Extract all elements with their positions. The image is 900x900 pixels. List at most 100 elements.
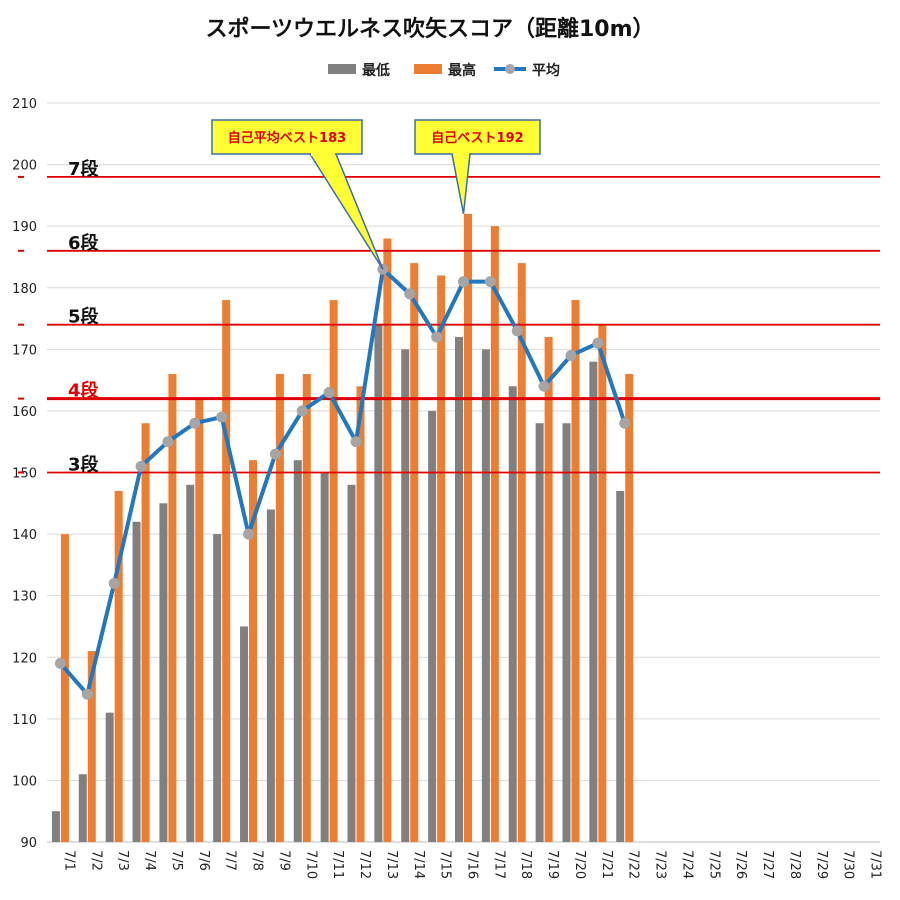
average-point — [431, 331, 443, 343]
bar-max — [356, 386, 365, 842]
dan-label: 4段 — [68, 380, 100, 402]
callout-box — [211, 119, 363, 155]
y-tick-label: 150 — [12, 467, 37, 482]
legend: 最低 最高 平均 — [328, 62, 560, 79]
average-point — [511, 325, 523, 337]
y-axis: 90 100 110 120 130 140 150 160 170 180 190 200 210 — [12, 97, 37, 851]
average-series-line — [58, 267, 627, 697]
x-tick-label: 7/21 — [599, 850, 614, 879]
y-tick-label: 90 — [20, 836, 37, 851]
bar-min — [616, 490, 625, 842]
average-point — [538, 380, 550, 392]
x-tick-label: 7/16 — [465, 850, 480, 879]
bar-max — [141, 423, 150, 842]
average-point — [592, 337, 604, 349]
dan-label: 5段 — [68, 306, 100, 328]
average-point — [189, 417, 201, 429]
average-point — [619, 417, 631, 429]
x-tick-label: 7/4 — [142, 850, 157, 871]
y-tick-label: 160 — [12, 405, 37, 420]
x-tick-label: 7/28 — [787, 850, 802, 879]
average-point — [350, 436, 362, 448]
callouts: 自己平均ベスト183 自己ベスト192 — [211, 119, 541, 270]
callout-joint — [311, 152, 335, 156]
average-point — [108, 577, 120, 589]
average-point — [81, 688, 93, 700]
legend-label-avg: 平均 — [532, 62, 560, 79]
callout-joint — [453, 152, 469, 156]
x-tick-label: 7/30 — [841, 850, 856, 879]
average-point — [243, 528, 255, 540]
y-tick-label: 140 — [12, 528, 37, 543]
bar-min — [535, 423, 544, 842]
callout-pointer — [308, 153, 384, 270]
bar-min — [51, 811, 60, 842]
dan-label: 7段 — [68, 158, 100, 180]
legend-swatch-max — [414, 64, 442, 74]
bar-min — [481, 349, 490, 842]
y-tick-label: 170 — [12, 343, 37, 358]
bar-max — [383, 238, 392, 842]
bar-min — [428, 410, 437, 842]
bar-min — [213, 534, 222, 842]
x-tick-label: 7/29 — [814, 850, 829, 879]
average-point — [296, 405, 308, 417]
average-point — [269, 448, 281, 460]
average-point — [162, 436, 174, 448]
bar-max — [302, 373, 311, 842]
average-point — [404, 288, 416, 300]
average-point — [458, 276, 469, 288]
bar-min — [78, 774, 87, 842]
bar-max — [490, 226, 499, 842]
callout-pointer — [451, 153, 471, 214]
bar-max — [625, 373, 634, 842]
bar-min — [562, 423, 571, 842]
average-point — [216, 411, 228, 423]
legend-label-max: 最高 — [448, 62, 476, 79]
average-point — [323, 386, 335, 398]
legend-label-min: 最低 — [362, 62, 390, 79]
bar-max — [517, 263, 526, 842]
bar-min — [401, 349, 410, 842]
x-tick-label: 7/10 — [303, 850, 318, 879]
bar-max — [464, 213, 472, 843]
x-tick-label: 7/27 — [760, 850, 775, 879]
average-point — [565, 349, 577, 361]
dan-label: 3段 — [68, 454, 100, 476]
x-tick-label: 7/15 — [438, 850, 453, 879]
dan-label: 6段 — [68, 232, 100, 254]
x-tick-label: 7/11 — [330, 850, 345, 879]
bar-max — [437, 275, 446, 842]
bar-max — [195, 398, 204, 842]
bar-min — [105, 712, 114, 842]
x-tick-label: 7/25 — [706, 850, 721, 879]
x-tick-label: 7/19 — [545, 850, 560, 879]
x-tick-label: 7/31 — [868, 850, 883, 879]
bar-max — [168, 373, 177, 842]
bar-min — [186, 484, 195, 842]
bar-max — [410, 263, 419, 842]
callout-text: 自己ベスト192 — [431, 130, 523, 146]
x-tick-label: 7/9 — [276, 850, 291, 871]
bar-min — [159, 503, 168, 842]
y-tick-label: 100 — [12, 774, 37, 789]
x-tick-label: 7/2 — [88, 850, 103, 871]
average-point — [484, 276, 496, 288]
bars — [51, 213, 634, 843]
x-tick-label: 7/8 — [250, 850, 265, 871]
bar-max — [222, 300, 231, 843]
x-tick-label: 7/26 — [733, 850, 748, 879]
bar-min — [293, 460, 302, 842]
bar-min — [589, 361, 598, 842]
average-point — [54, 657, 66, 669]
bar-min — [132, 521, 141, 842]
legend-marker-avg — [505, 64, 515, 74]
bar-max — [598, 324, 607, 842]
bar-max — [275, 373, 284, 842]
bar-max — [249, 460, 258, 842]
x-tick-label: 7/14 — [411, 850, 426, 879]
x-tick-label: 7/24 — [679, 850, 694, 879]
x-tick-label: 7/5 — [169, 850, 184, 871]
bar-min — [508, 386, 517, 842]
